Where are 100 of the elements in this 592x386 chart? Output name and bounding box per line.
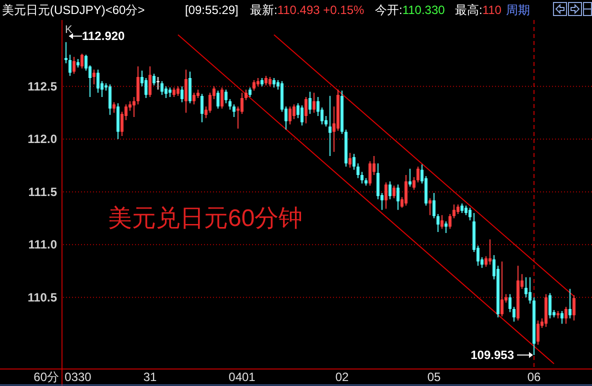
candlestick (192, 92, 196, 105)
candlestick (252, 80, 256, 92)
candlestick (172, 86, 176, 98)
candlestick (244, 89, 248, 101)
candlestick (180, 86, 184, 103)
x-tick-label: 0330 (64, 370, 92, 384)
y-tick-label: 111.0 (28, 238, 58, 252)
candlestick (460, 202, 464, 214)
candlestick (376, 162, 380, 200)
candlestick (412, 176, 416, 190)
candlestick (572, 294, 576, 322)
candlestick (176, 86, 180, 96)
text: 周期 (506, 3, 530, 17)
candlestick (392, 185, 396, 199)
candlestick (112, 102, 116, 114)
candlestick (272, 78, 276, 88)
candlestick (156, 76, 160, 90)
candlestick (408, 168, 412, 188)
text: 今开:110.330 (375, 3, 446, 17)
candlestick (528, 276, 532, 304)
y-tick-label: 112.5 (28, 79, 58, 94)
candlestick (152, 73, 156, 86)
text: 最新:110.493 +0.15% (250, 3, 365, 17)
candlestick (96, 69, 100, 94)
candlestick (568, 288, 572, 319)
candlestick (328, 95, 332, 157)
candlestick (384, 182, 388, 210)
candlestick (72, 56, 76, 74)
candlestick (500, 260, 504, 317)
annotation: 109.953 (470, 348, 514, 362)
candlestick (560, 310, 564, 324)
candlestick (184, 69, 188, 114)
y-tick-label: 111.5 (28, 184, 58, 199)
text: [09:55:29] (185, 3, 238, 17)
x-axis-title: 60分 (34, 370, 59, 384)
candlestick (248, 86, 252, 98)
candlestick (488, 238, 492, 266)
x-tick-label: 06 (527, 370, 541, 384)
candlestick (456, 204, 460, 215)
x-tick-label: 02 (335, 370, 349, 384)
candlestick (468, 207, 472, 221)
candlestick (160, 80, 164, 96)
x-tick-label: 0401 (228, 370, 256, 384)
candlestick (308, 91, 312, 114)
candlestick (396, 184, 400, 210)
candlestick (80, 53, 84, 70)
text: 最高:110 (455, 3, 502, 17)
candlestick (356, 162, 360, 179)
candlestick (216, 90, 220, 110)
candlestick (64, 42, 68, 64)
candlestick (512, 306, 516, 322)
candlestick (432, 192, 436, 219)
candlestick (368, 160, 372, 186)
candlestick (296, 102, 300, 119)
candlestick (428, 198, 432, 216)
candlestick (312, 92, 316, 114)
candlestick (352, 153, 356, 170)
candlestick (108, 84, 112, 116)
candlestick (188, 71, 192, 104)
candlestick (268, 76, 272, 87)
candlestick (148, 66, 152, 98)
y-tick-label: 112.0 (28, 132, 58, 146)
candlestick (444, 220, 448, 234)
candlestick (452, 204, 456, 219)
candlestick (208, 92, 212, 114)
candlestick (508, 294, 512, 313)
candlestick (360, 171, 364, 184)
candlestick (440, 214, 444, 230)
candlestick (144, 78, 148, 99)
candlestick (224, 89, 228, 104)
annotation: 美元兑日元60分钟 (108, 205, 303, 232)
candlestick (300, 104, 304, 126)
candlestick (232, 104, 236, 118)
candlestick (464, 205, 468, 216)
candlestick (288, 106, 292, 125)
candlestick (548, 292, 552, 319)
candlestick (220, 86, 224, 110)
candlestick (264, 75, 268, 86)
candlestick (448, 214, 452, 230)
candlestick (240, 92, 244, 114)
candlestick (132, 96, 136, 118)
candlestick (200, 93, 204, 123)
candlestick (168, 86, 172, 98)
candlestick (524, 276, 528, 298)
candlestick (228, 98, 232, 110)
candlestick (292, 104, 296, 120)
candlestick (416, 166, 420, 183)
candlestick (304, 96, 308, 124)
annotation: 112.920 (82, 29, 126, 44)
candlestick (436, 214, 440, 232)
x-tick-label: 31 (143, 370, 157, 384)
candlestick (68, 54, 72, 76)
chart-title: 美元日元(USDJPY)<60分> (2, 3, 145, 17)
annotation: K (65, 24, 73, 36)
candlestick (92, 69, 96, 85)
candlestick (164, 86, 168, 99)
candlestick (404, 174, 408, 206)
candlestick (564, 306, 568, 324)
x-tick-label: 05 (427, 370, 441, 384)
y-tick-label: 110.5 (28, 290, 58, 304)
